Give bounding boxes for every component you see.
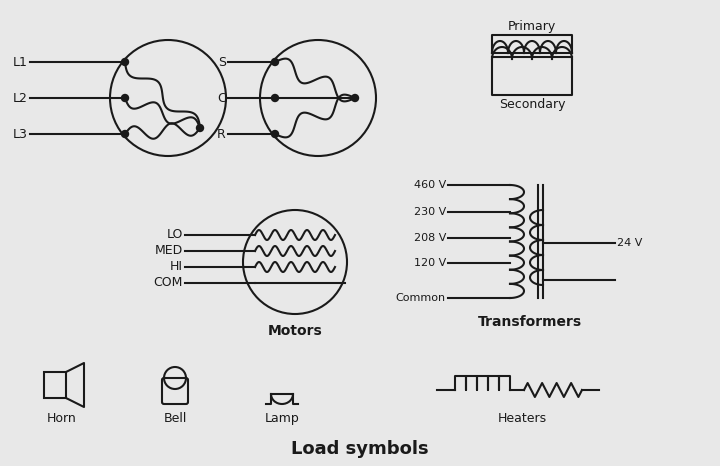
Text: COM: COM xyxy=(153,276,183,289)
Text: L2: L2 xyxy=(13,91,28,104)
Text: L1: L1 xyxy=(13,55,28,69)
Circle shape xyxy=(197,124,204,131)
Text: R: R xyxy=(217,128,226,141)
Text: 24 V: 24 V xyxy=(617,238,642,247)
Text: Primary: Primary xyxy=(508,20,556,33)
Circle shape xyxy=(122,59,128,66)
Text: Motors: Motors xyxy=(268,324,323,338)
Text: L3: L3 xyxy=(13,128,28,141)
Circle shape xyxy=(122,95,128,102)
Text: 208 V: 208 V xyxy=(413,233,446,243)
Circle shape xyxy=(351,95,359,102)
Text: 230 V: 230 V xyxy=(414,207,446,217)
Circle shape xyxy=(122,130,128,137)
Text: S: S xyxy=(218,55,226,69)
Text: MED: MED xyxy=(155,245,183,258)
Text: Transformers: Transformers xyxy=(478,315,582,329)
Circle shape xyxy=(271,59,279,66)
Text: Load symbols: Load symbols xyxy=(291,440,429,458)
Text: LO: LO xyxy=(166,228,183,241)
Text: Lamp: Lamp xyxy=(265,412,300,425)
Text: HI: HI xyxy=(170,260,183,274)
Text: Bell: Bell xyxy=(163,412,186,425)
Text: 460 V: 460 V xyxy=(414,180,446,190)
Circle shape xyxy=(271,95,279,102)
Bar xyxy=(44,372,66,398)
Text: Common: Common xyxy=(396,293,446,303)
Text: Heaters: Heaters xyxy=(498,412,546,425)
Text: Secondary: Secondary xyxy=(499,98,565,111)
Circle shape xyxy=(271,130,279,137)
Text: Horn: Horn xyxy=(47,412,77,425)
Text: 120 V: 120 V xyxy=(414,258,446,268)
Text: C: C xyxy=(217,91,226,104)
